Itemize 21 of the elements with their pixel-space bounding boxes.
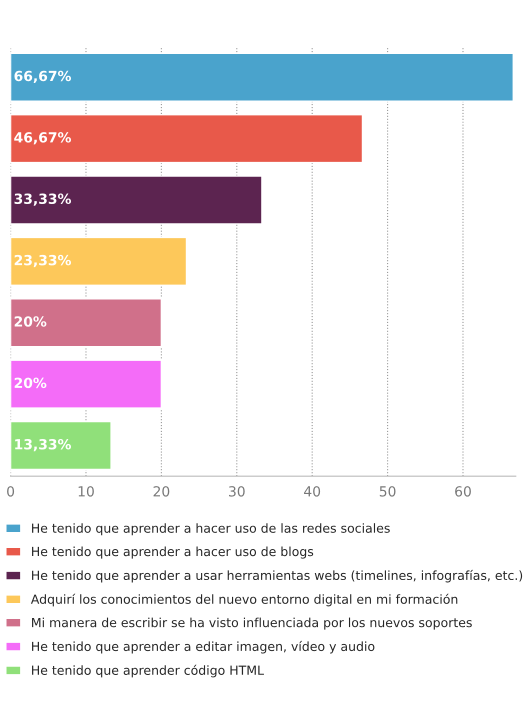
- data-label: 13,33%: [15, 438, 71, 452]
- data-label: 66,67%: [14, 70, 71, 84]
- data-label: 20%: [14, 378, 46, 388]
- x-tick-label: 30: [229, 486, 245, 497]
- x-tick-label: 20: [154, 486, 170, 497]
- x-tick-label: 0: [7, 486, 14, 497]
- data-label: 20%: [14, 316, 46, 327]
- legend-label: He tenido que aprender a editar imagen, vídeo y audio: [32, 640, 374, 654]
- legend-label: He tenido que aprender a hacer uso de blogs: [32, 546, 314, 559]
- data-label: 33,33%: [14, 193, 71, 206]
- x-tick-label: 50: [380, 486, 396, 497]
- legend-label: He tenido que aprender a hacer uso de las redes sociales: [32, 523, 390, 536]
- legend-label: Adquirí los conocimientos del nuevo entorno digital en mi formación: [30, 594, 458, 606]
- data-label: 23,33%: [14, 254, 71, 268]
- x-tick-label: 60: [455, 486, 471, 497]
- legend-label: He tenido que aprender a usar herramientas webs (timelines, infografías, etc.): [32, 570, 522, 582]
- legend-label: Mi manera de escribir se ha visto influenciada por los nuevos soportes: [32, 618, 472, 630]
- legend-label: He tenido que aprender código HTML: [32, 664, 264, 678]
- x-tick-label: 40: [304, 486, 320, 497]
- x-tick-label: 10: [78, 486, 94, 497]
- data-label: 46,67%: [14, 132, 71, 144]
